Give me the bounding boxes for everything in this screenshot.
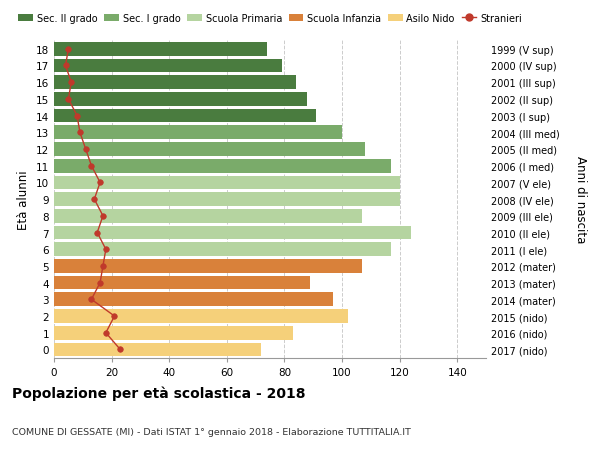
Text: Popolazione per età scolastica - 2018: Popolazione per età scolastica - 2018 xyxy=(12,386,305,400)
Bar xyxy=(54,226,411,240)
Bar xyxy=(54,276,310,290)
Bar xyxy=(54,60,281,73)
Bar xyxy=(54,259,362,273)
Text: COMUNE DI GESSATE (MI) - Dati ISTAT 1° gennaio 2018 - Elaborazione TUTTITALIA.IT: COMUNE DI GESSATE (MI) - Dati ISTAT 1° g… xyxy=(12,427,411,436)
Legend: Sec. II grado, Sec. I grado, Scuola Primaria, Scuola Infanzia, Asilo Nido, Stran: Sec. II grado, Sec. I grado, Scuola Prim… xyxy=(18,14,522,24)
Bar xyxy=(54,193,400,207)
Bar xyxy=(54,293,334,307)
Bar xyxy=(54,43,267,56)
Bar xyxy=(54,126,342,140)
Bar xyxy=(54,343,262,357)
Bar xyxy=(54,110,316,123)
Bar xyxy=(54,159,391,173)
Bar xyxy=(54,243,391,257)
Bar xyxy=(54,326,293,340)
Bar xyxy=(54,76,296,90)
Bar xyxy=(54,176,400,190)
Bar xyxy=(54,93,307,106)
Bar xyxy=(54,143,365,157)
Y-axis label: Età alunni: Età alunni xyxy=(17,170,31,230)
Bar xyxy=(54,209,362,223)
Y-axis label: Anni di nascita: Anni di nascita xyxy=(574,156,587,243)
Bar xyxy=(54,309,348,323)
